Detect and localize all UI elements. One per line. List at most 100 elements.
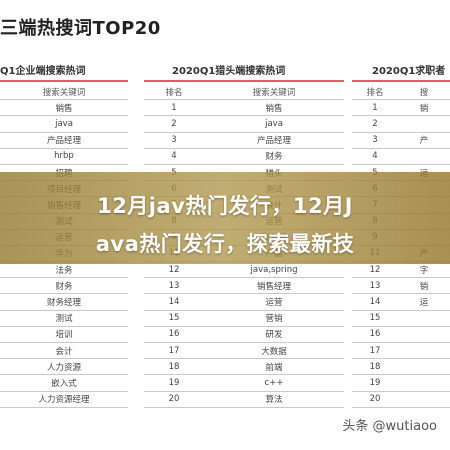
keyword-cell: 研发 — [204, 326, 344, 344]
keyword-cell: 前端 — [204, 358, 344, 376]
table-row: 人力资源 — [0, 358, 128, 376]
keyword-cell — [398, 115, 450, 133]
table-header: 搜 — [398, 84, 450, 101]
table-row: 12 java,spring — [144, 261, 344, 279]
rank-cell: 17 — [352, 342, 398, 360]
table-row: 13 销售经理 — [144, 277, 344, 295]
keyword-cell — [398, 148, 450, 165]
table-row: 13 销 — [352, 277, 450, 295]
keyword-cell: 人力资源 — [0, 358, 128, 376]
table-row: 17 大数据 — [144, 342, 344, 360]
table-row: 4 — [352, 148, 450, 165]
header-divider — [0, 80, 128, 82]
rank-cell: 4 — [352, 148, 398, 165]
rank-cell: 12 — [144, 261, 204, 279]
table-row: 19 — [352, 374, 450, 392]
table-header: 排名 — [352, 84, 398, 101]
table-row: 17 — [352, 342, 450, 360]
rank-cell: 4 — [144, 148, 204, 165]
table-row: 2 — [352, 115, 450, 133]
article-title-banner[interactable] — [0, 172, 450, 264]
keyword-cell: 财务经理 — [0, 293, 128, 311]
keyword-cell: 销 — [398, 99, 450, 117]
keyword-cell — [398, 374, 450, 392]
keyword-cell: 大数据 — [204, 342, 344, 360]
table-row: 14 运营 — [144, 293, 344, 311]
keyword-cell: 运营 — [204, 293, 344, 311]
table-row: 培训 — [0, 326, 128, 344]
keyword-cell: 字 — [398, 261, 450, 279]
table-header: 排名 — [144, 84, 204, 101]
keyword-cell — [398, 310, 450, 327]
rank-cell: 19 — [352, 374, 398, 392]
rank-cell: 12 — [352, 261, 398, 279]
keyword-cell: 培训 — [0, 326, 128, 344]
table-row: 12 字 — [352, 261, 450, 279]
rank-cell: 17 — [144, 342, 204, 360]
table-header: 搜索关键词 — [204, 84, 344, 101]
keyword-cell: java — [204, 115, 344, 133]
keyword-cell — [398, 358, 450, 376]
table-row: 财务经理 — [0, 293, 128, 311]
keyword-cell — [398, 342, 450, 360]
table-row: hrbp — [0, 148, 128, 165]
table-row: 20 算法 — [144, 391, 344, 408]
keyword-cell: 销售经理 — [204, 277, 344, 295]
table-row: 会计 — [0, 342, 128, 360]
keyword-cell: 产品经理 — [204, 132, 344, 149]
keyword-cell: 人力资源经理 — [0, 391, 128, 408]
table-row: 15 — [352, 310, 450, 327]
keyword-cell: 产 — [398, 132, 450, 149]
keyword-cell: 嵌入式 — [0, 374, 128, 392]
rank-cell: 1 — [352, 99, 398, 117]
keyword-cell: c++ — [204, 374, 344, 392]
rank-cell: 2 — [144, 115, 204, 133]
keyword-cell: hrbp — [0, 148, 128, 165]
column-title-enterprise: Q1企业端搜索热词 — [0, 66, 86, 77]
rank-cell: 20 — [144, 391, 204, 408]
column-title-jobseeker: 2020Q1求职者 — [372, 66, 446, 77]
header-divider — [352, 80, 450, 82]
table-row: 1 销售 — [144, 99, 344, 117]
rank-cell: 15 — [144, 310, 204, 327]
keyword-cell: 测试 — [0, 310, 128, 327]
table-row: 18 前端 — [144, 358, 344, 376]
rank-cell: 13 — [144, 277, 204, 295]
table-row: 法务 — [0, 261, 128, 279]
rank-cell: 19 — [144, 374, 204, 392]
keyword-cell: java,spring — [204, 261, 344, 279]
table-row: 销售 — [0, 99, 128, 117]
rank-cell: 16 — [352, 326, 398, 344]
rank-cell: 20 — [352, 391, 398, 408]
rank-cell: 15 — [352, 310, 398, 327]
banner-title-line-1: 12月jav热门发行，12月J — [97, 194, 353, 218]
keyword-cell: 会计 — [0, 342, 128, 360]
table-row: 16 — [352, 326, 450, 344]
rank-cell: 13 — [352, 277, 398, 295]
table-row: 2 java — [144, 115, 344, 133]
keyword-cell: 营销 — [204, 310, 344, 327]
rank-cell: 16 — [144, 326, 204, 344]
page-title: 三端热搜词TOP20 — [0, 18, 161, 39]
table-row: 产品经理 — [0, 132, 128, 149]
keyword-cell: 算法 — [204, 391, 344, 408]
table-header: 搜索关键词 — [0, 84, 128, 101]
table-row: 15 营销 — [144, 310, 344, 327]
keyword-cell: 运 — [398, 293, 450, 311]
rank-cell: 14 — [352, 293, 398, 311]
keyword-cell — [398, 391, 450, 408]
keyword-cell: 销售 — [0, 99, 128, 117]
table-row: 3 产品经理 — [144, 132, 344, 149]
banner-title-line-2: ava热门发行，探索最新技 — [95, 232, 355, 256]
table-row: 测试 — [0, 310, 128, 327]
rank-cell: 18 — [352, 358, 398, 376]
keyword-cell: 财务 — [0, 277, 128, 295]
table-row: 财务 — [0, 277, 128, 295]
rank-cell: 1 — [144, 99, 204, 117]
table-row: 20 — [352, 391, 450, 408]
table-row: 16 研发 — [144, 326, 344, 344]
table-row: 14 运 — [352, 293, 450, 311]
table-row: 19 c++ — [144, 374, 344, 392]
keyword-cell: 销售 — [204, 99, 344, 117]
